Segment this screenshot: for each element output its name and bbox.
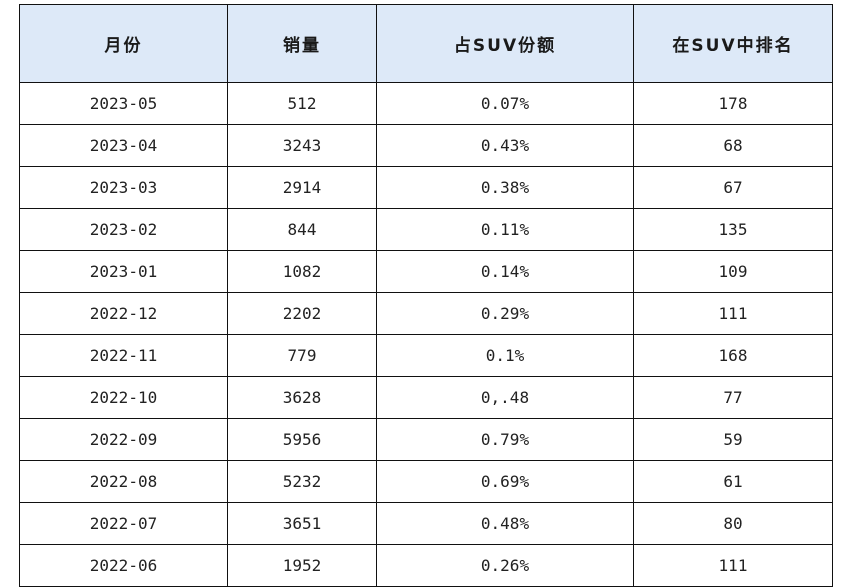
table-row: 2023-05 512 0.07% 178 (19, 82, 833, 125)
cell-month: 2022-09 (19, 418, 228, 461)
cell-suv-rank: 111 (633, 292, 833, 335)
cell-suv-share: 0.79% (376, 418, 634, 461)
cell-sales: 2914 (227, 166, 377, 209)
cell-month: 2022-11 (19, 334, 228, 377)
cell-month: 2022-07 (19, 502, 228, 545)
cell-sales: 1952 (227, 544, 377, 587)
cell-suv-rank: 61 (633, 460, 833, 503)
sales-table: 月份 销量 占SUV份额 在SUV中排名 2023-05 512 0.07% 1… (19, 4, 833, 587)
cell-sales: 3243 (227, 124, 377, 167)
cell-sales: 844 (227, 208, 377, 251)
column-header-month: 月份 (19, 4, 228, 83)
table-row: 2023-04 3243 0.43% 68 (19, 124, 833, 167)
cell-suv-rank: 109 (633, 250, 833, 293)
cell-suv-share: 0.14% (376, 250, 634, 293)
table-row: 2022-10 3628 0,.48 77 (19, 376, 833, 419)
cell-sales: 3651 (227, 502, 377, 545)
cell-suv-rank: 135 (633, 208, 833, 251)
cell-month: 2022-12 (19, 292, 228, 335)
cell-suv-share: 0.43% (376, 124, 634, 167)
cell-suv-share: 0.38% (376, 166, 634, 209)
cell-month: 2022-06 (19, 544, 228, 587)
table-row: 2022-08 5232 0.69% 61 (19, 460, 833, 503)
cell-suv-share: 0.48% (376, 502, 634, 545)
cell-month: 2022-08 (19, 460, 228, 503)
table-row: 2023-03 2914 0.38% 67 (19, 166, 833, 209)
cell-sales: 5956 (227, 418, 377, 461)
table-row: 2022-06 1952 0.26% 111 (19, 544, 833, 587)
cell-suv-share: 0.07% (376, 82, 634, 125)
cell-suv-rank: 67 (633, 166, 833, 209)
cell-suv-share: 0.26% (376, 544, 634, 587)
table-row: 2022-07 3651 0.48% 80 (19, 502, 833, 545)
table-row: 2022-11 779 0.1% 168 (19, 334, 833, 377)
cell-suv-rank: 111 (633, 544, 833, 587)
cell-suv-share: 0.11% (376, 208, 634, 251)
cell-suv-rank: 59 (633, 418, 833, 461)
column-header-sales: 销量 (227, 4, 377, 83)
cell-sales: 2202 (227, 292, 377, 335)
cell-month: 2023-03 (19, 166, 228, 209)
cell-sales: 3628 (227, 376, 377, 419)
cell-suv-rank: 80 (633, 502, 833, 545)
table-row: 2022-09 5956 0.79% 59 (19, 418, 833, 461)
cell-suv-rank: 77 (633, 376, 833, 419)
cell-suv-share: 0.1% (376, 334, 634, 377)
cell-suv-rank: 178 (633, 82, 833, 125)
cell-sales: 5232 (227, 460, 377, 503)
table-row: 2023-01 1082 0.14% 109 (19, 250, 833, 293)
cell-suv-share: 0,.48 (376, 376, 634, 419)
cell-month: 2023-05 (19, 82, 228, 125)
cell-suv-share: 0.29% (376, 292, 634, 335)
cell-suv-rank: 68 (633, 124, 833, 167)
cell-sales: 512 (227, 82, 377, 125)
table-row: 2022-12 2202 0.29% 111 (19, 292, 833, 335)
cell-month: 2023-01 (19, 250, 228, 293)
header-row: 月份 销量 占SUV份额 在SUV中排名 (19, 4, 833, 83)
cell-sales: 1082 (227, 250, 377, 293)
cell-month: 2022-10 (19, 376, 228, 419)
cell-month: 2023-02 (19, 208, 228, 251)
cell-sales: 779 (227, 334, 377, 377)
cell-suv-rank: 168 (633, 334, 833, 377)
column-header-suv-rank: 在SUV中排名 (633, 4, 833, 83)
column-header-suv-share: 占SUV份额 (376, 4, 634, 83)
cell-suv-share: 0.69% (376, 460, 634, 503)
table-row: 2023-02 844 0.11% 135 (19, 208, 833, 251)
cell-month: 2023-04 (19, 124, 228, 167)
